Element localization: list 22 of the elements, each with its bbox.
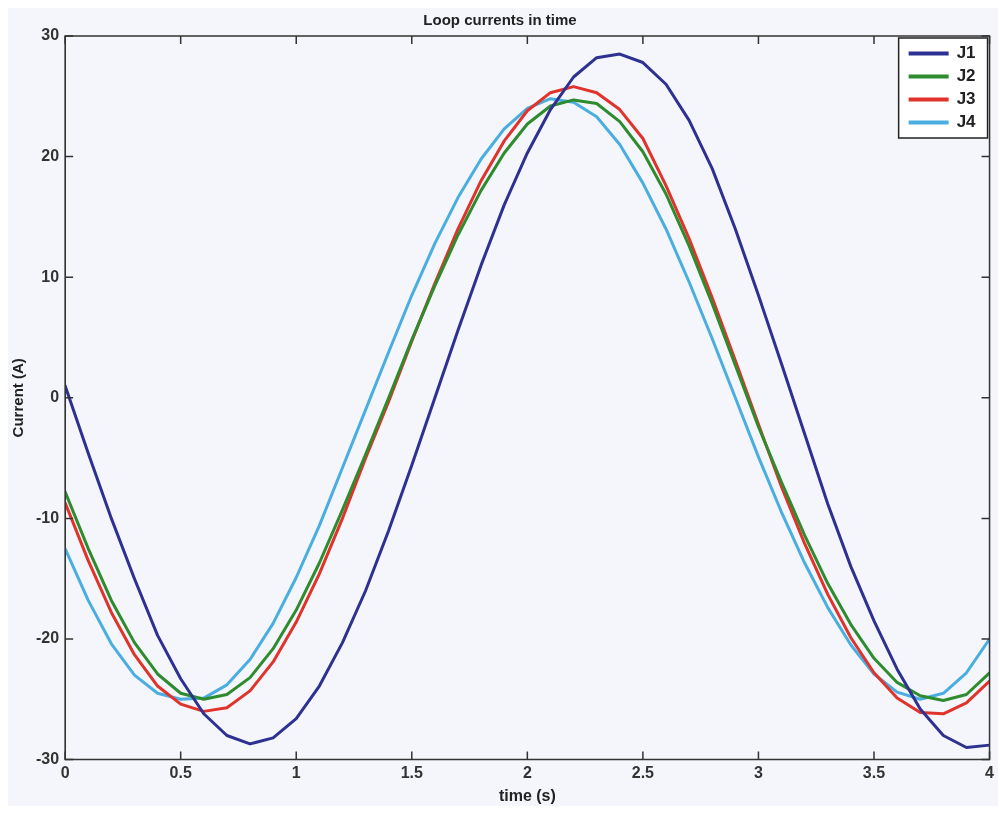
legend-label: J1 xyxy=(956,43,976,63)
x-tick-label: 1.5 xyxy=(400,763,423,781)
legend-label: J4 xyxy=(956,112,977,132)
y-tick-label: 30 xyxy=(41,26,60,44)
y-tick-label: -30 xyxy=(36,750,60,768)
x-tick-label: 2 xyxy=(522,763,532,781)
y-tick-label: 10 xyxy=(41,267,60,285)
y-tick-label: 0 xyxy=(50,388,60,406)
y-tick-label: -20 xyxy=(36,629,60,647)
x-tick-label: 3 xyxy=(753,763,763,781)
y-axis-title: Current (A) xyxy=(9,358,27,438)
y-tick-label: 20 xyxy=(41,147,60,165)
x-tick-label: 0.5 xyxy=(169,763,192,781)
x-tick-label: 2.5 xyxy=(631,763,655,781)
x-tick-label: 4 xyxy=(985,763,995,781)
legend-label: J3 xyxy=(956,89,976,109)
x-tick-label: 1 xyxy=(291,763,301,781)
y-tick-label: -10 xyxy=(36,508,60,526)
x-axis-title: time (s) xyxy=(498,786,556,804)
legend-label: J2 xyxy=(956,66,976,86)
chart-title: Loop currents in time xyxy=(423,11,577,29)
x-tick-label: 3.5 xyxy=(862,763,886,781)
